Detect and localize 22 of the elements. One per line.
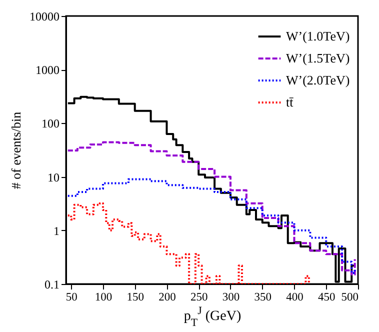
x-tick-label: 400 xyxy=(286,292,304,304)
x-tick-label: 350 xyxy=(254,292,272,304)
legend-label: tt̄ xyxy=(286,94,294,110)
y-tick-label: 10 xyxy=(48,170,60,184)
y-tick-label: 100 xyxy=(42,116,60,131)
x-tick-label: 250 xyxy=(190,292,208,304)
x-tick-label: 150 xyxy=(126,292,144,304)
legend-label: W’(2.0TeV) xyxy=(286,72,350,88)
x-tick-label: 200 xyxy=(158,292,176,304)
x-axis-title: p$_{T}$$^{J}$ (GeV) xyxy=(184,305,242,329)
y-tick-label: 1 xyxy=(54,224,60,238)
legend-label: W’(1.5TeV) xyxy=(286,50,350,66)
y-tick-label: 1000 xyxy=(36,63,60,78)
x-tick-label: 500 xyxy=(341,292,359,304)
y-tick-label: 0.1 xyxy=(44,278,60,292)
legend-label: W’(1.0TeV) xyxy=(286,28,350,44)
x-tick-label: 300 xyxy=(222,292,240,304)
y-tick-label: 10000 xyxy=(30,10,60,24)
x-tick-label: 450 xyxy=(318,292,336,304)
y-axis-title: # of events/bin xyxy=(8,111,24,190)
x-tick-label: 50 xyxy=(66,292,78,304)
x-tick-label: 100 xyxy=(94,292,112,304)
